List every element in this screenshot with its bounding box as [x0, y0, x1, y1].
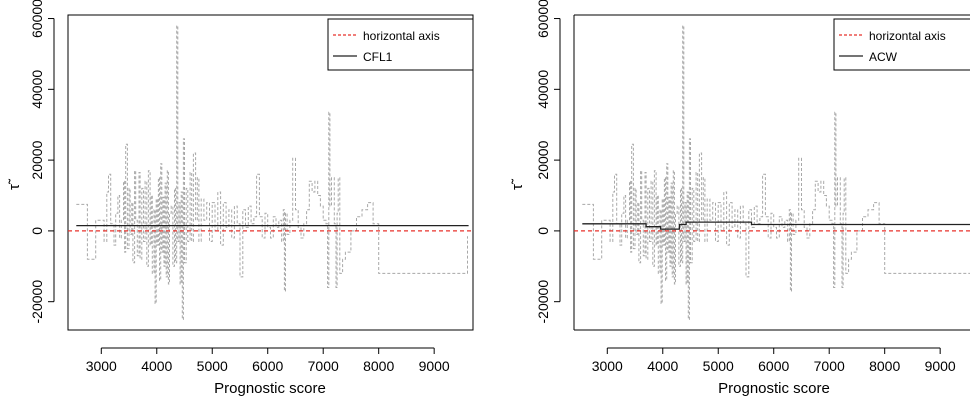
legend-label-horizontal-axis: horizontal axis: [869, 29, 946, 43]
x-tick-label: 5000: [197, 358, 228, 374]
x-tick-label: 7000: [814, 358, 845, 374]
background-step-line: [582, 25, 970, 320]
x-tick-label: 9000: [925, 358, 956, 374]
x-axis: 3000 4000 5000 6000 7000 8000 9000: [86, 347, 450, 374]
x-tick-label: 3000: [592, 358, 623, 374]
chart-panel-cfl1: 3000 4000 5000 6000 7000 8000 9000 -20000 0 2000…: [6, 0, 474, 397]
y-tick-label: 20000: [29, 140, 45, 179]
y-tick-label: 0: [29, 227, 45, 235]
legend-label-cfl1: CFL1: [363, 50, 393, 64]
x-tick-label: 6000: [758, 358, 789, 374]
x-tick-label: 8000: [869, 358, 900, 374]
background-estimate-layer: [76, 25, 468, 320]
legend: horizontal axis ACW: [833, 18, 970, 71]
legend: horizontal axis CFL1: [327, 18, 474, 71]
y-tick-label: 40000: [29, 70, 45, 109]
x-tick-label: 9000: [419, 358, 450, 374]
y-tick-label: 40000: [535, 70, 551, 109]
y-tick-label: 0: [535, 227, 551, 235]
series-layer: [68, 224, 473, 232]
y-axis: -20000 0 20000 40000 60000: [29, 0, 55, 324]
y-tick-label: 60000: [29, 0, 45, 38]
x-tick-label: 5000: [703, 358, 734, 374]
y-axis-label: τ̃: [6, 178, 23, 190]
series-line-acw: [582, 221, 970, 230]
legend-label-acw: ACW: [869, 50, 898, 64]
y-axis-label: τ̃: [509, 178, 526, 190]
x-tick-label: 8000: [363, 358, 394, 374]
plot-frame: [67, 14, 474, 331]
background-estimate-layer: [582, 25, 970, 320]
legend-label-horizontal-axis: horizontal axis: [363, 29, 440, 43]
chart-panel-acw: 3000 4000 5000 6000 7000 8000 9000 -20000 0 2000…: [509, 0, 970, 397]
series-layer: [574, 221, 970, 232]
y-tick-label: 20000: [535, 140, 551, 179]
x-tick-label: 4000: [141, 358, 172, 374]
y-tick-label: -20000: [29, 280, 45, 324]
x-tick-label: 4000: [647, 358, 678, 374]
x-tick-label: 6000: [252, 358, 283, 374]
x-axis-label: Prognostic score: [718, 380, 830, 397]
background-step-line: [76, 25, 468, 320]
y-axis: -20000 0 20000 40000 60000: [535, 0, 561, 324]
x-tick-label: 7000: [308, 358, 339, 374]
x-axis-label: Prognostic score: [214, 380, 326, 397]
x-axis: 3000 4000 5000 6000 7000 8000 9000: [592, 347, 956, 374]
legend-box: [833, 18, 970, 71]
x-tick-label: 3000: [86, 358, 117, 374]
y-tick-label: 60000: [535, 0, 551, 38]
legend-box: [327, 18, 474, 71]
y-tick-label: -20000: [535, 280, 551, 324]
